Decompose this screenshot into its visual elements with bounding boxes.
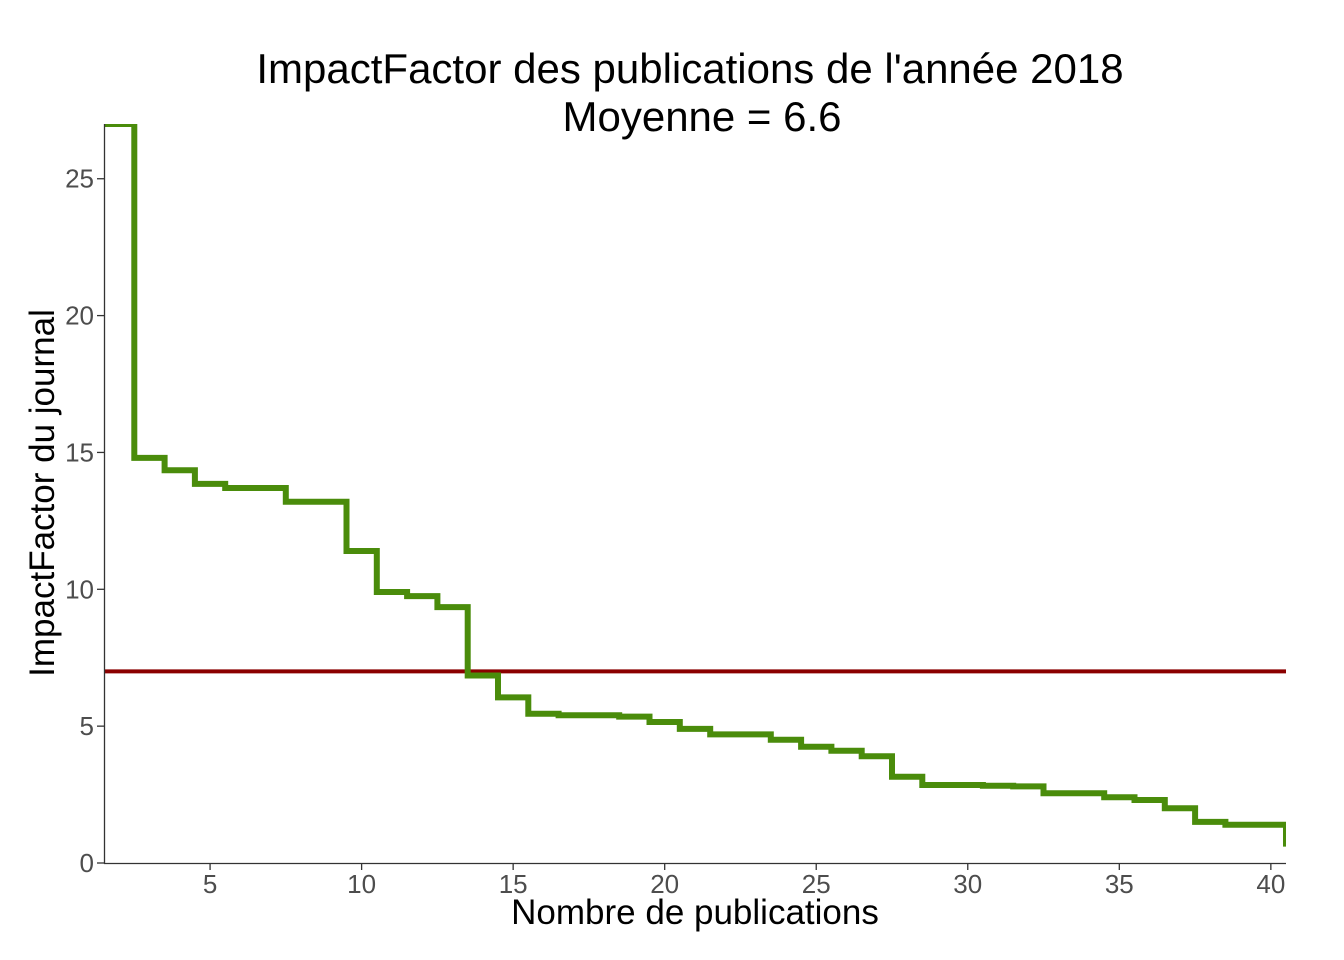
y-tick-label: 15 (65, 437, 94, 467)
data-point (783, 737, 789, 743)
y-tick-label: 25 (65, 164, 94, 194)
data-point (753, 731, 759, 737)
data-point (389, 589, 395, 595)
data-point (268, 485, 274, 491)
data-point (146, 455, 152, 461)
data-point (1268, 822, 1274, 828)
data-point (1147, 797, 1153, 803)
data-point (207, 481, 213, 487)
data-point (359, 548, 365, 554)
data-point (874, 753, 880, 759)
data-point (995, 783, 1001, 789)
data-point (298, 499, 304, 505)
data-point (662, 719, 668, 725)
data-point (692, 726, 698, 732)
data-point (328, 499, 334, 505)
data-point (965, 782, 971, 788)
data-point (813, 744, 819, 750)
plot-panel (86, 121, 1286, 847)
data-point (631, 714, 637, 720)
x-tick-label: 25 (802, 869, 831, 899)
data-point (480, 673, 486, 679)
x-tick-label: 15 (499, 869, 528, 899)
chart-subtitle: Moyenne = 6.6 (562, 93, 841, 140)
x-tick-label: 10 (347, 869, 376, 899)
data-point (722, 731, 728, 737)
data-point (844, 748, 850, 754)
data-point (1238, 822, 1244, 828)
data-point (450, 604, 456, 610)
data-point (1025, 783, 1031, 789)
data-point (1207, 819, 1213, 825)
data-point (1116, 794, 1122, 800)
data-point (1086, 790, 1092, 796)
data-point (540, 711, 546, 717)
plot-area (86, 121, 1286, 847)
y-tick-label: 20 (65, 301, 94, 331)
x-tick-label: 5 (203, 869, 217, 899)
x-tick-label: 35 (1105, 869, 1134, 899)
y-axis-title: ImpactFactor du journal (23, 309, 62, 677)
x-tick-label: 20 (650, 869, 679, 899)
data-point (86, 121, 92, 127)
y-tick-label: 10 (65, 574, 94, 604)
data-point (116, 121, 122, 127)
data-point (601, 712, 607, 718)
data-point (1177, 805, 1183, 811)
x-axis-title: Nombre de publications (511, 893, 879, 932)
y-axis-ticks: 0 5 10 15 20 25 (65, 164, 104, 878)
data-point (904, 774, 910, 780)
impact-factor-step-line (104, 124, 1286, 847)
data-point (510, 694, 516, 700)
y-tick-label: 0 (80, 848, 94, 878)
data-point (419, 593, 425, 599)
x-tick-label: 30 (953, 869, 982, 899)
data-point (934, 782, 940, 788)
data-point (177, 467, 183, 473)
x-tick-label: 40 (1256, 869, 1285, 899)
data-point (1056, 790, 1062, 796)
y-tick-label: 5 (80, 711, 94, 741)
data-point (237, 485, 243, 491)
x-axis-ticks: 5 10 15 20 25 30 35 40 (203, 863, 1285, 899)
chart-title: ImpactFactor des publications de l'année… (256, 45, 1123, 92)
data-point (571, 712, 577, 718)
